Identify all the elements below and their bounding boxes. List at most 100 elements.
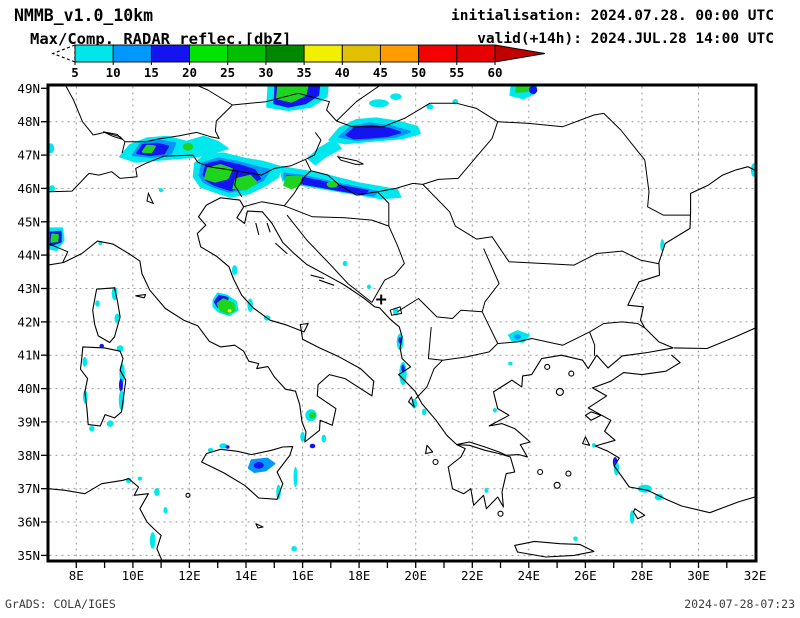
country-border	[304, 132, 322, 171]
lon-label-8E: 8E	[69, 568, 84, 583]
radar-echo	[116, 345, 124, 352]
country-border	[65, 86, 94, 136]
country-border	[377, 191, 390, 227]
coastline	[49, 478, 163, 560]
country-border	[589, 321, 646, 333]
island-dot	[544, 363, 551, 370]
colorbar-cell-40	[341, 44, 381, 63]
country-border	[397, 298, 483, 319]
lat-label-38N: 38N	[17, 448, 40, 463]
radar-echo	[342, 260, 348, 267]
island-coastline	[201, 446, 294, 500]
island-sliver	[255, 222, 260, 236]
lat-label-43N: 43N	[17, 281, 40, 296]
island-dot	[568, 370, 575, 377]
footer: GrADS: COLA/IGES 2024-07-28-07:23	[5, 597, 795, 611]
country-border	[377, 121, 499, 193]
island-coastline	[408, 396, 415, 408]
radar-echo	[309, 443, 316, 449]
radar-echo	[367, 284, 371, 290]
lat-label-37N: 37N	[17, 481, 40, 496]
radar-echo	[321, 434, 327, 443]
lat-label-42N: 42N	[17, 314, 40, 329]
map-frame	[46, 83, 758, 563]
init-time-label: initialisation: 2024.07.28. 00:00 UTC	[451, 8, 774, 24]
country-border	[371, 225, 405, 303]
island-coastline	[79, 346, 127, 427]
lat-label-39N: 39N	[17, 414, 40, 429]
island-dot	[185, 492, 191, 498]
colorbar-cell-35	[303, 44, 343, 63]
lon-label-28E: 28E	[631, 568, 654, 583]
radar-echo	[629, 510, 635, 524]
radar-echo	[399, 361, 407, 386]
lon-label-32E: 32E	[744, 568, 767, 583]
reflectivity-colorbar: 5 10 15 20 25 30 35 40 45 50 55 60	[51, 44, 546, 80]
radar-echo	[276, 86, 309, 103]
lon-label-10E: 10E	[122, 568, 145, 583]
radar-echo	[421, 408, 427, 416]
station-cross-marker	[376, 294, 387, 305]
country-border	[49, 154, 306, 193]
country-border	[93, 131, 126, 154]
colorbar-cell-20	[189, 44, 229, 63]
island-dot	[497, 510, 504, 517]
country-border	[589, 331, 596, 356]
country-border	[49, 243, 69, 263]
radar-echo	[158, 188, 164, 193]
colorbar-tick-label: 30	[258, 65, 273, 80]
radar-echo	[149, 532, 156, 549]
island-dot	[555, 387, 564, 396]
island-sliver	[275, 242, 288, 255]
axis-labels: 49N 48N 47N 46N 45N 44N 43N 42N 41N 40N 39N 38N 37N 3…	[17, 81, 766, 583]
island-coastline	[255, 523, 264, 529]
colorbar-tick-label: 55	[449, 65, 464, 80]
colorbar-cell-55	[456, 44, 496, 63]
lon-label-24E: 24E	[518, 568, 541, 583]
creation-timestamp: 2024-07-28-07:23	[684, 597, 795, 611]
colorbar-tick-label: 10	[106, 65, 121, 80]
radar-echo	[95, 300, 100, 307]
lon-label-18E: 18E	[348, 568, 371, 583]
country-border	[415, 359, 443, 399]
island-coastline	[92, 287, 121, 344]
lon-label-22E: 22E	[461, 568, 484, 583]
radar-echo	[276, 484, 281, 500]
radar-echo	[426, 104, 434, 110]
lat-label-35N: 35N	[17, 548, 40, 563]
country-border	[284, 205, 389, 227]
product-title: Max/Comp. RADAR reflec.[dbZ]	[30, 30, 291, 48]
colorbar-tick-label: 50	[411, 65, 426, 80]
lat-label-41N: 41N	[17, 348, 40, 363]
radar-echo	[293, 467, 298, 487]
lon-label-20E: 20E	[404, 568, 427, 583]
radar-echo	[309, 412, 316, 419]
lake-outline	[389, 306, 403, 316]
radar-echo	[154, 488, 160, 496]
radar-echo	[141, 144, 156, 154]
colorbar-tick-label: 20	[182, 65, 197, 80]
lat-label-36N: 36N	[17, 515, 40, 530]
island-dot	[432, 458, 439, 466]
colorbar-cell-50	[418, 44, 458, 63]
lon-label-26E: 26E	[574, 568, 597, 583]
country-border	[481, 248, 500, 312]
radar-echo	[163, 507, 168, 514]
island-coastline	[584, 411, 602, 421]
lon-label-14E: 14E	[235, 568, 258, 583]
country-border	[198, 86, 233, 106]
lat-label-44N: 44N	[17, 248, 40, 263]
country-border	[232, 92, 498, 128]
country-border	[243, 170, 312, 208]
radar-echo	[227, 309, 232, 313]
colorbar-over-arrow	[494, 44, 546, 63]
colorbar-tick-label: 40	[335, 65, 350, 80]
colorbar-tick-label: 35	[297, 65, 312, 80]
island-coastline	[582, 436, 591, 446]
country-border	[422, 184, 659, 266]
country-border	[427, 326, 443, 361]
colorbar-tick-label: 60	[487, 65, 502, 80]
radar-echo	[99, 343, 104, 348]
island-coastline	[425, 444, 434, 455]
radar-echo	[369, 99, 389, 108]
